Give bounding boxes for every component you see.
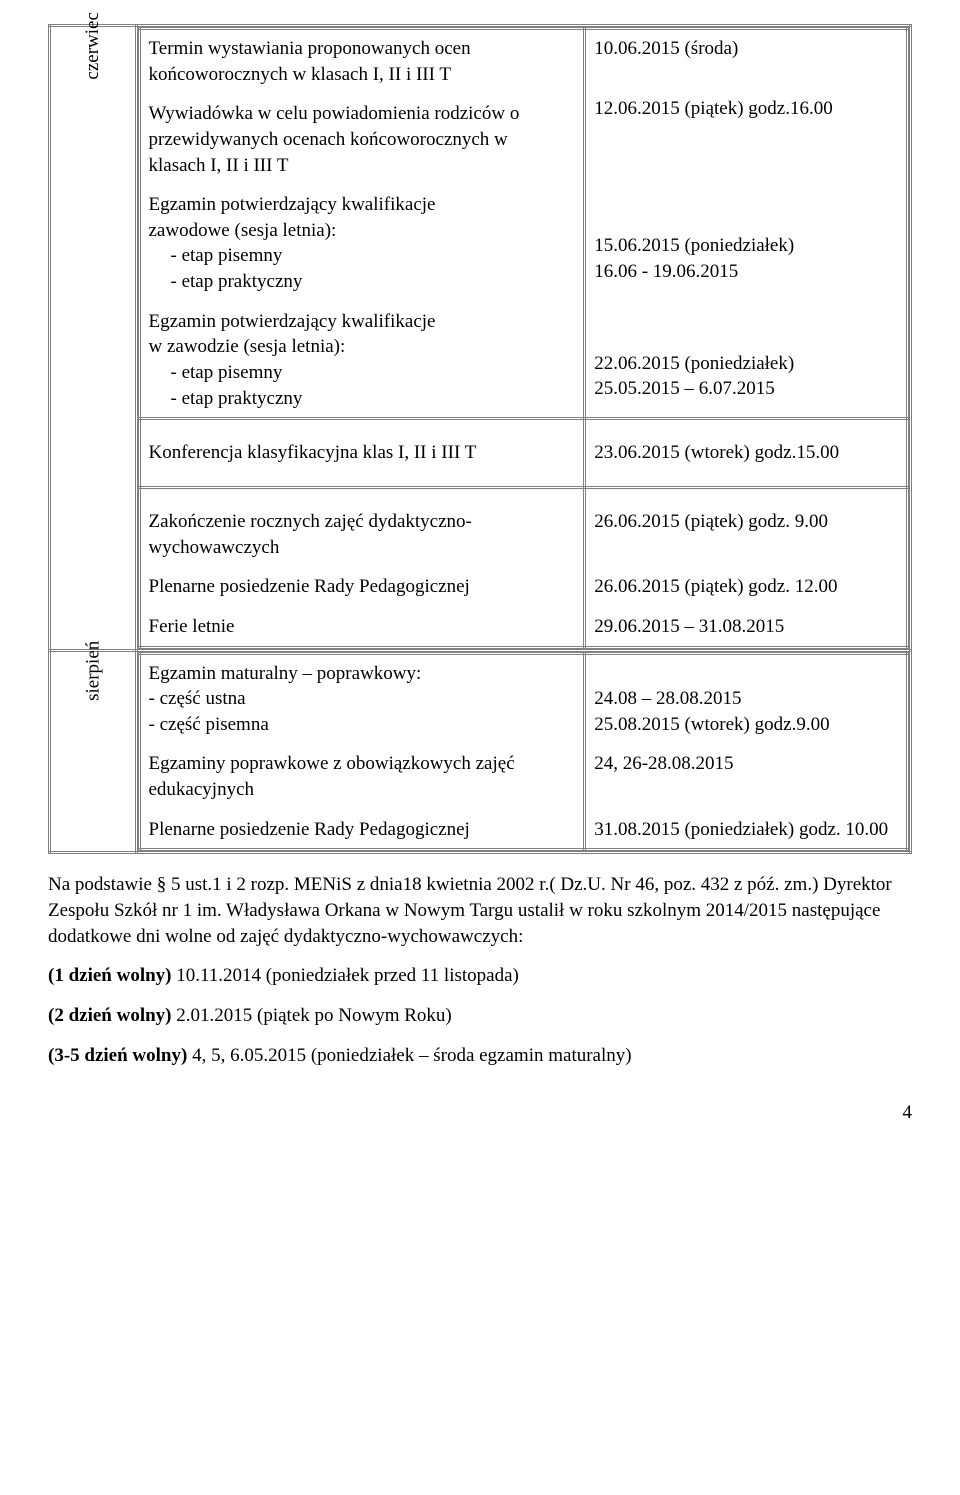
month-text: sierpień: [80, 640, 106, 700]
text: zawodowe (sesja letnia):: [149, 218, 576, 244]
text: - etap pisemny: [149, 243, 576, 269]
text: 26.06.2015 (piątek) godz. 12.00: [594, 574, 898, 600]
text: 26.06.2015 (piątek) godz. 9.00: [594, 509, 898, 535]
text: 29.06.2015 – 31.08.2015: [594, 614, 898, 640]
text: 22.06.2015 (poniedziałek): [594, 351, 898, 377]
text: klasach I, II i III T: [149, 153, 576, 179]
text: Egzamin potwierdzający kwalifikacje: [149, 192, 576, 218]
free-day-3: (3-5 dzień wolny) 4, 5, 6.05.2015 (ponie…: [48, 1043, 912, 1069]
text: 10.06.2015 (środa): [594, 36, 898, 62]
month-label-august: sierpień: [50, 650, 137, 853]
text: - etap praktyczny: [149, 386, 576, 412]
text: 4, 5, 6.05.2015 (poniedziałek – środa eg…: [187, 1045, 631, 1066]
june-content-cell: Termin wystawiania proponowanych ocen ko…: [136, 26, 911, 651]
free-day-2: (2 dzień wolny) 2.01.2015 (piątek po Now…: [48, 1003, 912, 1029]
text: - część pisemna: [149, 712, 576, 738]
text: Plenarne posiedzenie Rady Pedagogicznej: [149, 574, 576, 600]
month-text: czerwiec: [80, 12, 106, 80]
text: - etap pisemny: [149, 360, 576, 386]
text: edukacyjnych: [149, 777, 576, 803]
footer-section: Na podstawie § 5 ust.1 i 2 rozp. MENiS z…: [48, 872, 912, 1068]
schedule-table: czerwiec Termin wystawiania proponowanyc…: [48, 24, 912, 854]
text: Plenarne posiedzenie Rady Pedagogicznej: [149, 817, 576, 843]
month-label-june: czerwiec: [50, 26, 137, 651]
text: Egzaminy poprawkowe z obowiązkowych zaję…: [149, 751, 576, 777]
june-inner-table: Termin wystawiania proponowanych ocen ko…: [138, 27, 910, 649]
text: Egzamin maturalny – poprawkowy:: [149, 661, 576, 687]
text: przewidywanych ocenach końcoworocznych w: [149, 127, 576, 153]
text: wychowawczych: [149, 535, 576, 561]
june-block1-left: Termin wystawiania proponowanych ocen ko…: [139, 29, 585, 419]
text: 15.06.2015 (poniedziałek): [594, 233, 898, 259]
text: 12.06.2015 (piątek) godz.16.00: [594, 96, 898, 122]
label: (3-5 dzień wolny): [48, 1045, 187, 1066]
text: Wywiadówka w celu powiadomienia rodziców…: [149, 101, 576, 127]
text: w zawodzie (sesja letnia):: [149, 334, 576, 360]
text: 25.05.2015 – 6.07.2015: [594, 376, 898, 402]
text: Zakończenie rocznych zajęć dydaktyczno-: [149, 509, 576, 535]
document-page: czerwiec Termin wystawiania proponowanyc…: [0, 0, 960, 1174]
text: 31.08.2015 (poniedziałek) godz. 10.00: [594, 817, 898, 843]
text: Egzamin potwierdzający kwalifikacje: [149, 309, 576, 335]
text: 25.08.2015 (wtorek) godz.9.00: [594, 712, 898, 738]
text: 16.06 - 19.06.2015: [594, 259, 898, 285]
august-inner-table: Egzamin maturalny – poprawkowy: - część …: [138, 652, 910, 852]
label: (1 dzień wolny): [48, 965, 172, 986]
august-right: 24.08 – 28.08.2015 25.08.2015 (wtorek) g…: [585, 653, 908, 850]
footer-paragraph: Na podstawie § 5 ust.1 i 2 rozp. MENiS z…: [48, 872, 912, 949]
june-row5-right: 23.06.2015 (wtorek) godz.15.00: [585, 419, 908, 488]
june-block3-left: Zakończenie rocznych zajęć dydaktyczno- …: [139, 487, 585, 647]
june-block3-right: 26.06.2015 (piątek) godz. 9.00 26.06.201…: [585, 487, 908, 647]
free-day-1: (1 dzień wolny) 10.11.2014 (poniedziałek…: [48, 963, 912, 989]
august-left: Egzamin maturalny – poprawkowy: - część …: [139, 653, 585, 850]
label: (2 dzień wolny): [48, 1005, 172, 1026]
text: 24.08 – 28.08.2015: [594, 686, 898, 712]
text: 10.11.2014 (poniedziałek przed 11 listop…: [172, 965, 519, 986]
june-block1-right: 10.06.2015 (środa) 12.06.2015 (piątek) g…: [585, 29, 908, 419]
august-content-cell: Egzamin maturalny – poprawkowy: - część …: [136, 650, 911, 853]
june-row: czerwiec Termin wystawiania proponowanyc…: [50, 26, 911, 651]
june-row5-left: Konferencja klasyfikacyjna klas I, II i …: [139, 419, 585, 488]
page-number: 4: [48, 1100, 912, 1126]
text: Konferencja klasyfikacyjna klas I, II i …: [149, 442, 477, 463]
text: Ferie letnie: [149, 614, 576, 640]
text: 2.01.2015 (piątek po Nowym Roku): [172, 1005, 452, 1026]
august-row: sierpień Egzamin maturalny – poprawkowy:…: [50, 650, 911, 853]
text: - etap praktyczny: [149, 269, 576, 295]
text: - część ustna: [149, 686, 576, 712]
text: 23.06.2015 (wtorek) godz.15.00: [594, 442, 839, 463]
text: Termin wystawiania proponowanych ocen ko…: [149, 36, 576, 87]
text: 24, 26-28.08.2015: [594, 751, 898, 777]
